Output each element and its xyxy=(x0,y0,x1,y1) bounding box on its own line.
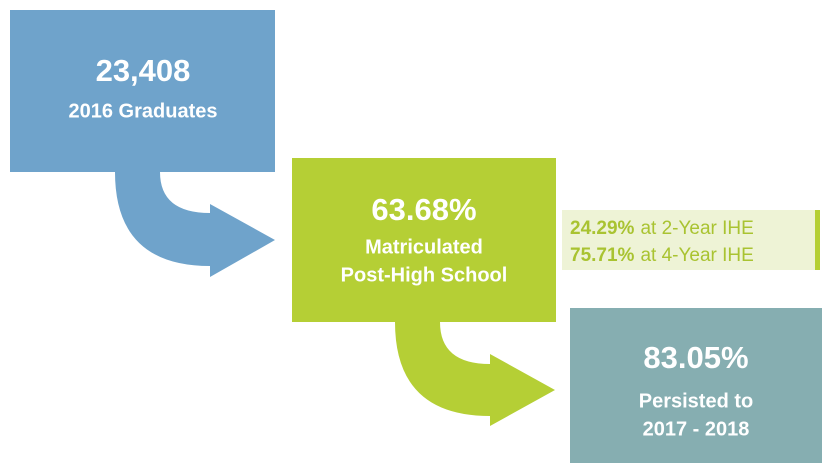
flow-arrow xyxy=(395,322,555,426)
persisted-box xyxy=(570,308,822,463)
breakdown-value: 75.71% xyxy=(570,245,635,266)
node-label: Post-High School xyxy=(341,264,508,286)
matriculated-box xyxy=(292,158,556,322)
breakdown-line: 24.29% at 2-Year IHE xyxy=(570,218,754,239)
breakdown-label: at 2-Year IHE xyxy=(640,218,753,239)
node-value: 63.68% xyxy=(371,192,476,227)
breakdown-accent xyxy=(815,210,820,270)
graduates-box xyxy=(10,10,275,172)
breakdown-panel xyxy=(562,210,815,270)
node-value: 83.05% xyxy=(643,340,748,375)
breakdown-line: 75.71% at 4-Year IHE xyxy=(570,245,754,266)
node-label: Matriculated xyxy=(365,236,483,258)
flow-arrow xyxy=(115,172,275,277)
node-label: 2016 Graduates xyxy=(69,100,218,122)
breakdown-label: at 4-Year IHE xyxy=(640,245,753,266)
node-label: Persisted to xyxy=(639,390,753,412)
node-value: 23,408 xyxy=(96,53,191,88)
breakdown-value: 24.29% xyxy=(570,218,635,239)
node-label: 2017 - 2018 xyxy=(643,418,750,440)
